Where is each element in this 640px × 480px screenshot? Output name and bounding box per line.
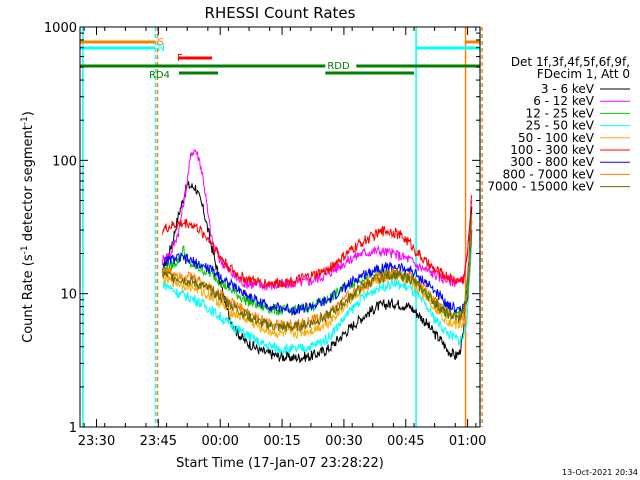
legend-label: 7000 - 15000 keV (487, 180, 594, 194)
legend-label: 6 - 12 keV (533, 94, 595, 108)
y-tick-label: 100 (52, 154, 77, 169)
x-tick-label: 01:00 (449, 434, 486, 449)
legend-label: 25 - 50 keV (526, 119, 595, 133)
y-tick-label: 1000 (44, 21, 77, 36)
y-axis-label-part: detector segment (21, 125, 36, 245)
legend: Det 1f,3f,4f,5f,6f,9f, FDecim 1, Att 0 3… (487, 55, 630, 194)
series-line (162, 181, 473, 364)
y-axis-label-part: ) (21, 111, 36, 116)
x-tick-label: 23:30 (78, 434, 115, 449)
x-tick-label: 00:30 (325, 434, 362, 449)
series-line (162, 240, 473, 355)
legend-label: 100 - 300 keV (510, 143, 594, 157)
legend-label: 800 - 7000 keV (503, 167, 595, 181)
legend-label: 300 - 800 keV (510, 155, 594, 169)
legend-label: 12 - 25 keV (526, 106, 595, 120)
x-tick-label: 00:00 (201, 434, 238, 449)
x-tick-label: 23:45 (140, 434, 177, 449)
status-flags: SN F RDD RD4 (80, 37, 480, 81)
flag-label: N (157, 43, 164, 54)
legend-label: 50 - 100 keV (518, 131, 595, 145)
y-axis-label: Count Rate (s-1 detector segment-1) (20, 111, 36, 343)
timestamp: 13-Oct-2021 20:34 (562, 468, 638, 477)
series-line (162, 194, 473, 289)
flag-label: S (157, 37, 163, 48)
y-axis-label-sup: -1 (20, 116, 30, 125)
series-line (162, 230, 473, 333)
legend-header-2: FDecim 1, Att 0 (537, 67, 630, 81)
y-tick-label: 1 (69, 421, 77, 436)
x-tick-label: 00:45 (387, 434, 424, 449)
y-tick-label: 10 (60, 288, 77, 303)
axes: 23:30 23:45 00:00 00:15 00:30 00:45 01:00 1 10 10… (44, 21, 486, 449)
flag-label: RD4 (149, 70, 170, 81)
flag-label: F (177, 53, 183, 64)
x-axis-label: Start Time (17-Jan-07 23:28:22) (176, 456, 384, 471)
plot-frame (79, 26, 481, 428)
x-tick-label: 00:15 (263, 434, 300, 449)
y-axis-label-part: Count Rate (s (21, 254, 36, 343)
legend-header-1: Det 1f,3f,4f,5f,6f,9f, (511, 55, 630, 69)
legend-label: 3 - 6 keV (541, 82, 595, 96)
chart-title: RHESSI Count Rates (205, 4, 356, 22)
series-line (162, 221, 473, 316)
flag-label: RDD (327, 61, 350, 72)
data-series (162, 149, 473, 364)
y-axis-label-sup: -1 (20, 245, 30, 254)
